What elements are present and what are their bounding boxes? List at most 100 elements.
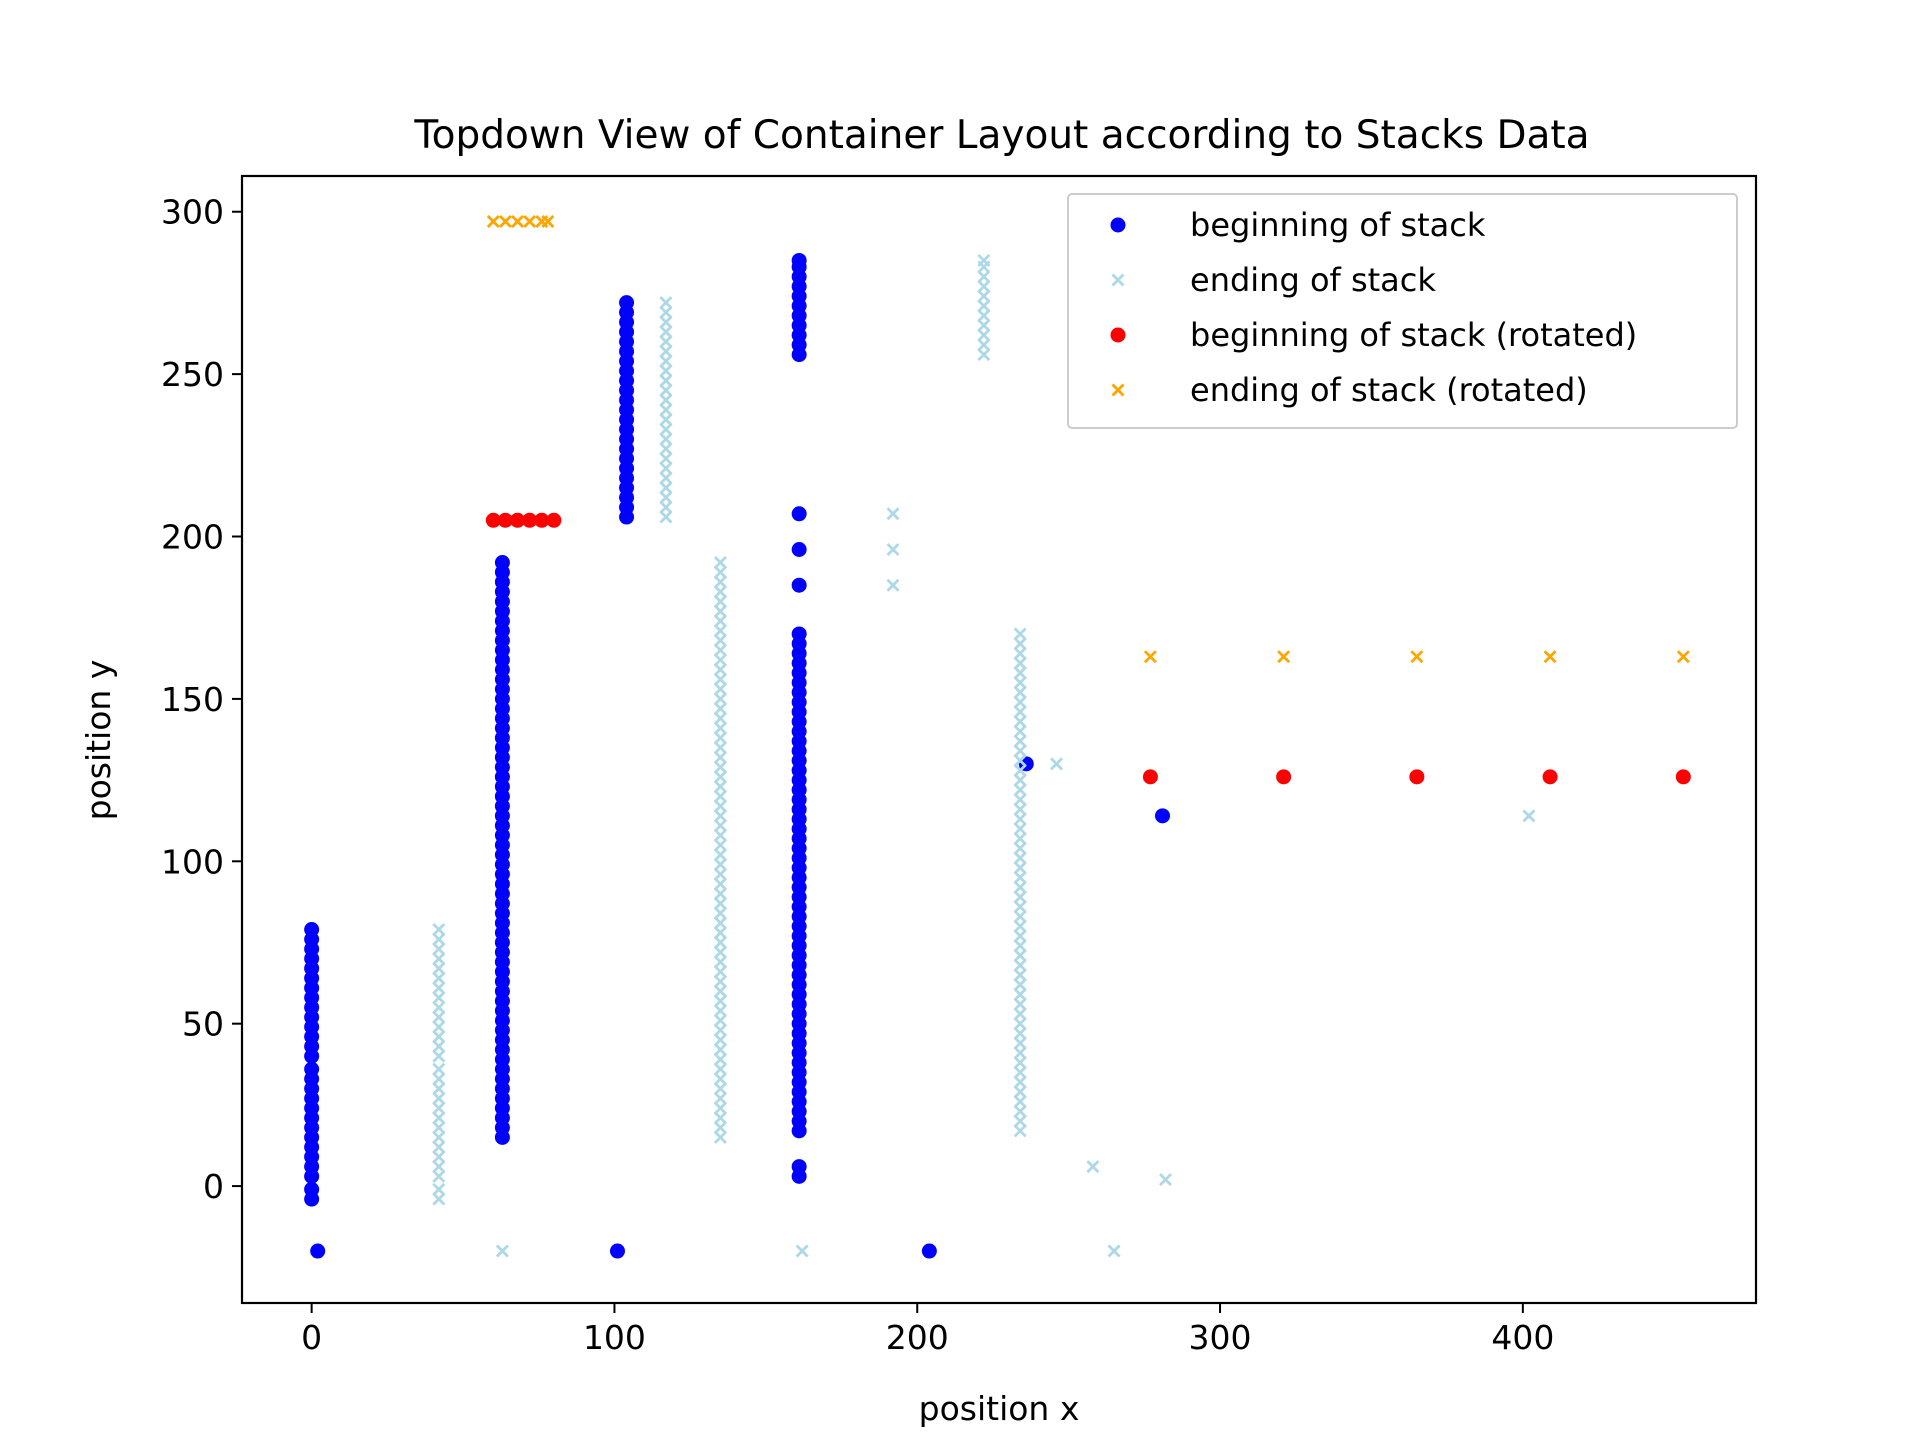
data-point: [659, 452, 673, 466]
data-point: [977, 299, 991, 313]
data-point: [659, 305, 673, 319]
data-point: [713, 760, 727, 774]
data-point: [1013, 763, 1027, 777]
data-point: [713, 1111, 727, 1125]
data-point: [791, 252, 807, 268]
data-point: [304, 1061, 320, 1077]
data-point: [713, 633, 727, 647]
data-point: [1013, 958, 1027, 972]
data-point: [713, 575, 727, 589]
data-point: [432, 952, 446, 966]
data-point: [795, 1244, 809, 1258]
data-point: [495, 1244, 509, 1258]
data-point: [791, 577, 807, 593]
data-point: [886, 507, 900, 521]
data-point: [659, 413, 673, 427]
data-point: [1013, 656, 1027, 670]
legend-entry-ending: ending of stack: [1111, 261, 1436, 299]
data-points: [304, 214, 1691, 1259]
data-point: [1013, 1017, 1027, 1031]
y-axis-label: position y: [79, 660, 118, 821]
data-point: [713, 984, 727, 998]
legend-label-ending-rotated: ending of stack (rotated): [1190, 371, 1588, 409]
x-tick-label: 200: [886, 1318, 949, 1357]
data-point: [1276, 769, 1292, 785]
data-point: [432, 1150, 446, 1164]
data-point: [713, 711, 727, 725]
data-point: [713, 672, 727, 686]
data-point: [510, 512, 526, 528]
data-point: [977, 328, 991, 342]
data-point: [713, 945, 727, 959]
data-point: [1013, 676, 1027, 690]
data-point: [1013, 919, 1027, 933]
data-point: [713, 848, 727, 862]
data-point: [713, 887, 727, 901]
data-point: [498, 214, 512, 228]
x-tick-label: 400: [1491, 1318, 1554, 1357]
data-point: [713, 1091, 727, 1105]
data-point: [659, 344, 673, 358]
data-point: [659, 315, 673, 329]
data-point: [977, 309, 991, 323]
data-point: [1013, 929, 1027, 943]
data-point: [432, 923, 446, 936]
y-tick-label: 200: [161, 518, 224, 557]
data-point: [304, 921, 320, 937]
data-point: [713, 877, 727, 891]
x-tick-label: 300: [1189, 1318, 1252, 1357]
data-point: [1013, 1104, 1027, 1118]
data-point: [659, 335, 673, 349]
data-point: [432, 1169, 446, 1183]
legend-marker-ending-rotated: [1111, 383, 1125, 397]
data-point: [486, 214, 500, 228]
data-point: [522, 512, 538, 528]
data-point: [713, 741, 727, 755]
data-point: [713, 643, 727, 657]
data-point: [1143, 650, 1157, 664]
data-point: [511, 214, 525, 228]
data-point: [609, 1243, 625, 1259]
data-point: [659, 442, 673, 456]
data-point: [1159, 1173, 1173, 1187]
data-point: [1013, 627, 1027, 641]
data-point: [713, 858, 727, 872]
data-point: [713, 789, 727, 803]
data-point: [713, 780, 727, 794]
data-point: [1013, 1036, 1027, 1050]
data-point: [713, 1033, 727, 1047]
data-point: [1013, 900, 1027, 914]
data-point: [713, 594, 727, 608]
data-point: [1086, 1160, 1100, 1174]
legend-label-beginning-rotated: beginning of stack (rotated): [1190, 316, 1637, 354]
data-point: [432, 1192, 446, 1206]
data-point: [1050, 757, 1064, 771]
data-point: [1013, 1065, 1027, 1079]
data-point: [1675, 769, 1691, 785]
data-point: [713, 809, 727, 823]
data-point: [494, 554, 510, 570]
data-point: [1013, 637, 1027, 651]
data-point: [659, 422, 673, 436]
data-point: [1013, 802, 1027, 816]
data-point: [659, 364, 673, 378]
legend-marker: [1110, 327, 1126, 343]
data-point: [1013, 793, 1027, 807]
data-point: [713, 614, 727, 628]
data-point: [713, 653, 727, 667]
data-point: [713, 1052, 727, 1066]
legend-box: [1067, 193, 1738, 429]
data-point: [432, 1121, 446, 1135]
data-point: [432, 1049, 446, 1063]
data-point: [1013, 1026, 1027, 1040]
data-point: [713, 1023, 727, 1037]
x-axis: 0 100 200 300 400: [301, 1303, 1554, 1357]
data-point: [1013, 1007, 1027, 1021]
data-point: [1013, 832, 1027, 846]
data-point: [921, 1243, 937, 1259]
legend: beginning of stack ending of stack begin…: [1067, 193, 1738, 429]
data-point: [713, 974, 727, 988]
y-tick-label: 0: [203, 1167, 224, 1206]
data-point: [1107, 1244, 1121, 1258]
